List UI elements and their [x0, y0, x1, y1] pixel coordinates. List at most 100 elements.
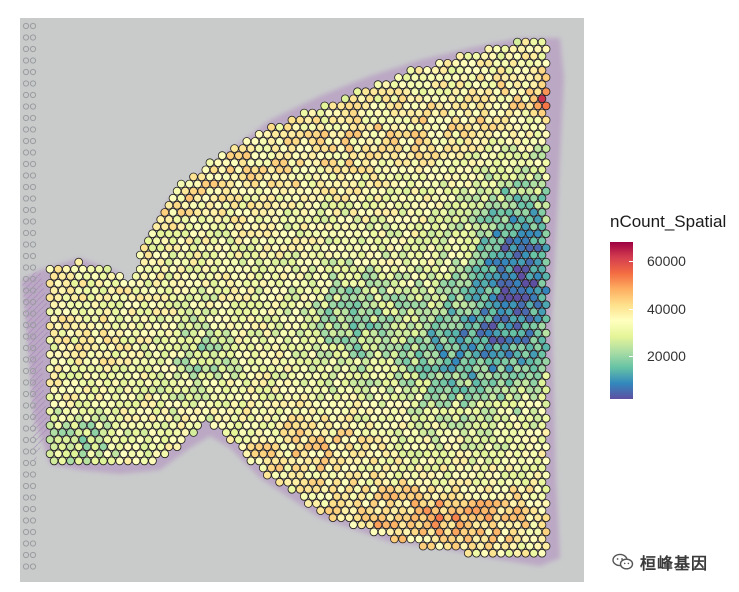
spot: [533, 144, 543, 153]
spot: [365, 137, 375, 146]
spot: [402, 499, 412, 508]
spot: [533, 371, 543, 381]
spot: [213, 314, 223, 324]
spot: [373, 193, 383, 203]
spot: [86, 421, 96, 430]
spot: [467, 73, 477, 82]
spot: [312, 456, 321, 466]
spot: [492, 215, 502, 224]
spot: [303, 201, 313, 210]
spot: [115, 314, 124, 324]
spot: [480, 477, 489, 487]
spot: [459, 499, 469, 508]
spot: [74, 342, 83, 352]
spot: [443, 413, 453, 423]
spot: [447, 392, 457, 402]
fiducial-dot: [29, 126, 37, 133]
spot: [357, 264, 366, 274]
spot: [410, 484, 420, 494]
spot: [62, 307, 71, 317]
spot: [287, 328, 297, 338]
spot: [422, 406, 432, 416]
spot: [115, 413, 124, 423]
spot: [193, 364, 202, 373]
spot: [394, 442, 403, 452]
spot: [402, 314, 412, 324]
spot: [340, 264, 350, 274]
spot: [222, 399, 231, 409]
spot: [451, 229, 461, 239]
spot: [205, 271, 215, 281]
spot: [500, 328, 510, 338]
spot: [303, 484, 313, 494]
spot: [414, 307, 424, 317]
spot: [189, 413, 198, 423]
spot: [521, 222, 530, 231]
spot: [193, 421, 202, 430]
spot: [451, 541, 461, 551]
spot: [328, 243, 338, 253]
spot: [426, 314, 436, 324]
spot: [439, 165, 448, 175]
spot: [94, 335, 104, 345]
spot: [394, 144, 403, 153]
spot: [447, 321, 457, 331]
spot: [525, 470, 535, 480]
spot: [209, 321, 219, 331]
spot: [201, 378, 211, 388]
spot: [373, 335, 383, 345]
spot: [447, 534, 457, 544]
spot: [459, 286, 469, 295]
spot: [49, 399, 59, 409]
spot: [435, 87, 444, 96]
spot: [484, 186, 494, 196]
spot: [308, 463, 317, 473]
spot: [246, 186, 256, 196]
spot: [328, 385, 338, 395]
spot: [135, 406, 145, 416]
spot: [140, 243, 149, 253]
spot: [99, 413, 108, 423]
spot: [541, 385, 551, 395]
spot: [406, 321, 416, 331]
spot: [103, 378, 112, 388]
spot: [156, 215, 166, 224]
spot: [504, 449, 514, 459]
spot: [492, 342, 502, 352]
spot: [377, 186, 387, 196]
spot: [357, 165, 366, 175]
spot: [451, 130, 461, 139]
spot: [45, 421, 55, 430]
spot: [291, 122, 301, 132]
spot: [463, 477, 473, 487]
spot: [406, 264, 416, 274]
spot: [390, 392, 399, 402]
spot: [377, 144, 387, 153]
spot: [476, 456, 485, 466]
spot: [418, 371, 428, 381]
spot: [513, 364, 522, 373]
spot: [390, 222, 399, 231]
fiducial-dot: [29, 413, 37, 421]
spot: [508, 541, 518, 551]
spot: [324, 137, 334, 146]
spot: [250, 335, 260, 345]
spot: [492, 300, 502, 310]
legend-tick-mark: [629, 308, 633, 310]
spot: [406, 506, 416, 515]
spot: [533, 215, 543, 224]
spot: [369, 186, 379, 196]
spot: [484, 357, 494, 366]
spot: [431, 108, 440, 118]
spot: [181, 314, 190, 324]
spot: [74, 385, 83, 395]
spot: [86, 307, 96, 317]
spot: [246, 158, 256, 168]
spot: [476, 328, 485, 338]
spot: [426, 328, 436, 338]
spot: [410, 172, 420, 182]
spot: [406, 66, 416, 75]
spot: [156, 385, 166, 395]
spot: [312, 442, 321, 452]
spot: [504, 264, 514, 274]
